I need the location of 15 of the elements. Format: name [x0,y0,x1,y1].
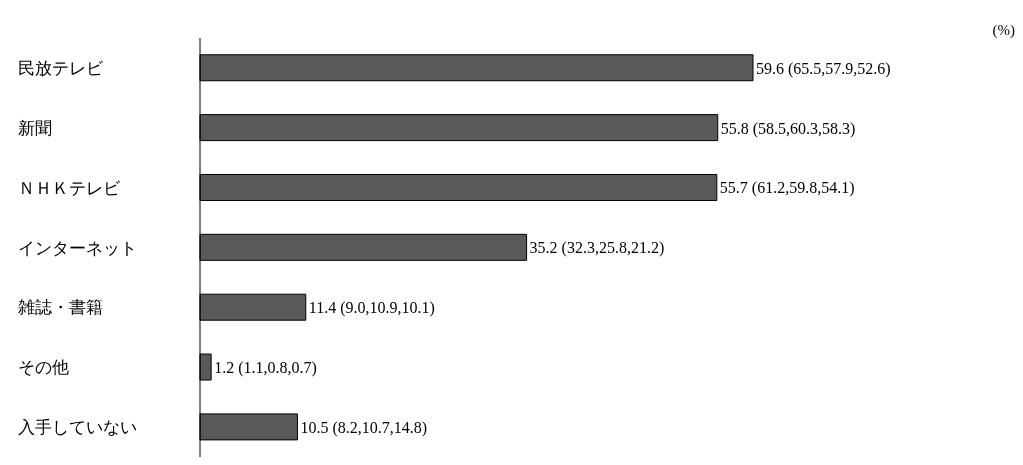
y-tick-label: 新聞 [18,118,52,138]
data-label: 1.2 (1.1,0.8,0.7) [214,359,317,378]
y-tick-label: 雑誌・書籍 [18,298,103,318]
y-tick-label: ＮＨＫテレビ [18,178,121,198]
y-tick-label: インターネット [18,238,137,258]
data-label: 59.6 (65.5,57.9,52.6) [756,59,891,78]
data-label: 35.2 (32.3,25.8,21.2) [529,239,665,258]
y-tick-label: 民放テレビ [18,58,104,78]
y-tick-label: 入手していない [18,418,137,438]
data-label: 55.8 (58.5,60.3,58.3) [720,119,856,138]
data-label: 55.7 (61.2,59.8,54.1) [719,179,855,198]
data-label: 11.4 (9.0,10.9,10.1) [308,299,435,318]
y-tick-label: その他 [18,358,69,378]
data-label: 10.5 (8.2,10.7,14.8) [300,418,428,437]
text: (%) [992,22,1015,39]
